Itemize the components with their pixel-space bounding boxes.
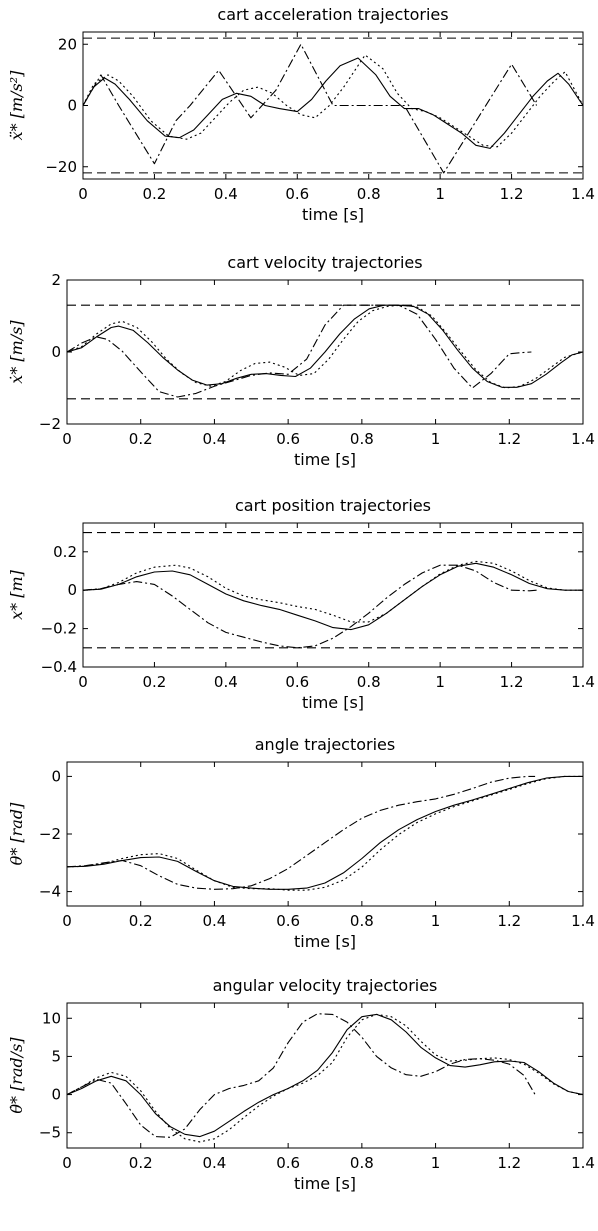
x-axis-label: time [s]: [294, 1174, 356, 1193]
x-tick-label: 1.2: [500, 673, 524, 691]
x-tick-label: 1: [431, 430, 441, 448]
x-tick-label: 1: [431, 1154, 441, 1172]
x-tick-label: 0.4: [202, 912, 226, 930]
series-line-dotted: [66, 304, 584, 389]
x-tick-label: 0.6: [285, 673, 309, 691]
y-tick-label: 0: [67, 97, 77, 115]
x-axis-label: time [s]: [302, 693, 364, 712]
x-tick-label: 0.4: [214, 185, 238, 203]
series-line-dashdot: [82, 43, 538, 174]
y-tick-label: −20: [45, 158, 77, 176]
x-tick-label: 0.4: [202, 430, 226, 448]
y-tick-label: −2: [39, 825, 61, 843]
x-tick-label: 1.2: [500, 185, 524, 203]
x-tick-label: 0.8: [350, 912, 374, 930]
series-line-dashdot: [66, 775, 536, 890]
y-tick-label: 0: [51, 1086, 61, 1104]
x-tick-label: 1.4: [571, 673, 595, 691]
y-tick-label: −0.4: [41, 658, 77, 676]
x-tick-label: 0.6: [276, 912, 300, 930]
y-tick-label: −5: [39, 1124, 61, 1142]
y-axis-label: ẍ* [m/s²]: [7, 70, 26, 141]
x-tick-label: 0.8: [357, 185, 381, 203]
y-axis-label: θ̇* [rad/s]: [7, 1037, 26, 1114]
x-tick-label: 0.2: [142, 185, 166, 203]
series-line-dashdot: [66, 1013, 536, 1138]
x-tick-label: 0.2: [129, 1154, 153, 1172]
x-tick-label: 1: [435, 673, 445, 691]
series-line-solid: [66, 775, 583, 890]
chart-title: angular velocity trajectories: [213, 976, 438, 995]
chart-panel-3: cart position trajectories 0 0.2 0.4 0.6 0.8 1…: [7, 496, 595, 712]
x-axis-label: time [s]: [302, 205, 364, 224]
chart-panel-5: angular velocity trajectories 0 0.2 0.4 0.6 0…: [7, 976, 595, 1193]
y-tick-label: 2: [51, 271, 61, 289]
chart-title: angle trajectories: [255, 735, 395, 754]
series-line-dashdot: [82, 564, 537, 649]
x-tick-label: 1.4: [571, 912, 595, 930]
x-tick-label: 0: [78, 673, 88, 691]
y-tick-label: 0.2: [53, 543, 77, 561]
series-line-solid: [82, 57, 584, 149]
x-tick-label: 1.2: [497, 912, 521, 930]
y-tick-label: 0: [67, 581, 77, 599]
y-tick-label: −2: [39, 415, 61, 433]
x-tick-label: 0.6: [276, 430, 300, 448]
x-axis-label: time [s]: [294, 450, 356, 469]
x-tick-label: 1.4: [571, 430, 595, 448]
y-tick-label: 0: [51, 767, 61, 785]
x-tick-label: 0.6: [276, 1154, 300, 1172]
x-tick-label: 0.4: [214, 673, 238, 691]
series-line-dotted: [82, 560, 583, 623]
x-tick-label: 0.8: [357, 673, 381, 691]
x-tick-label: 1.4: [571, 185, 595, 203]
y-tick-label: 0: [51, 343, 61, 361]
x-tick-label: 0.8: [350, 430, 374, 448]
y-axis-label: ẋ* [m/s]: [7, 320, 26, 384]
x-tick-label: 0.6: [285, 185, 309, 203]
y-tick-label: −4: [39, 883, 61, 901]
series-line-dotted: [66, 775, 583, 891]
plot-frame: [66, 761, 584, 907]
y-tick-label: 10: [42, 1009, 61, 1027]
x-tick-label: 0.4: [202, 1154, 226, 1172]
series-line-solid: [66, 1013, 584, 1138]
series-line-solid: [82, 562, 583, 631]
plot-frame: [82, 522, 584, 668]
x-tick-label: 1.2: [497, 1154, 521, 1172]
chart-panel-1: cart acceleration trajectories 0 0.2 0.4 0.6…: [7, 5, 595, 224]
x-tick-label: 1: [435, 185, 445, 203]
y-tick-label: −0.2: [41, 620, 77, 638]
x-tick-label: 0: [62, 912, 72, 930]
plot-frame: [66, 1002, 584, 1149]
y-axis-label: x* [m]: [7, 569, 26, 620]
chart-title: cart velocity trajectories: [227, 253, 422, 272]
x-tick-label: 0: [62, 430, 72, 448]
plot-frame: [82, 31, 584, 180]
x-axis-label: time [s]: [294, 932, 356, 951]
x-tick-label: 1.4: [571, 1154, 595, 1172]
series-line-solid: [66, 304, 584, 388]
chart-panel-4: angle trajectories 0 0.2 0.4 0.6 0.8 1 1.2 1.4 −4…: [7, 735, 595, 951]
y-axis-label: θ* [rad]: [7, 802, 26, 865]
series-line-dotted: [82, 54, 584, 148]
x-tick-label: 0: [78, 185, 88, 203]
series-line-dashdot: [66, 304, 532, 398]
x-tick-label: 0: [62, 1154, 72, 1172]
x-tick-label: 0.2: [129, 430, 153, 448]
chart-title: cart acceleration trajectories: [217, 5, 448, 24]
y-tick-label: 20: [58, 35, 77, 53]
x-tick-label: 0.8: [350, 1154, 374, 1172]
x-tick-label: 0.2: [142, 673, 166, 691]
chart-title: cart position trajectories: [235, 496, 431, 515]
y-tick-label: 5: [51, 1047, 61, 1065]
x-tick-label: 1.2: [497, 430, 521, 448]
x-tick-label: 1: [431, 912, 441, 930]
x-tick-label: 0.2: [129, 912, 153, 930]
chart-panel-2: cart velocity trajectories 0 0.2 0.4 0.6 0.8 1…: [7, 253, 595, 469]
series-line-dotted: [66, 1013, 584, 1143]
